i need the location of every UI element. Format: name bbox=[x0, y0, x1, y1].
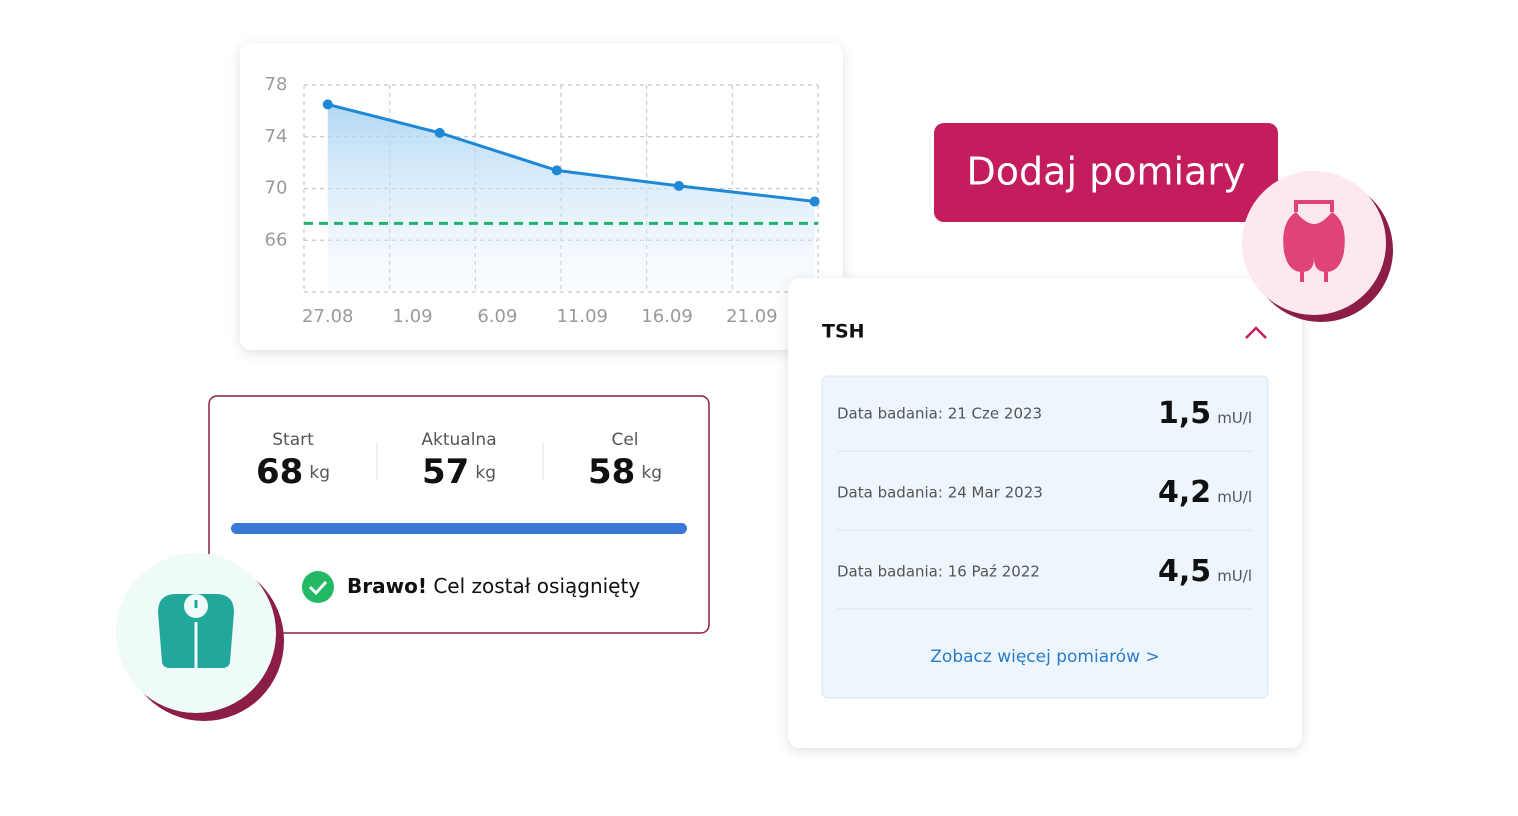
message: Brawo! Cel został osiągnięty bbox=[347, 574, 640, 598]
more-link[interactable]: Zobacz więcej pomiarów > bbox=[930, 647, 1159, 667]
thyroid-icon bbox=[1283, 212, 1345, 272]
stat-unit: kg bbox=[309, 463, 330, 483]
stat-label: Start bbox=[272, 430, 314, 450]
x-tick-label: 1.09 bbox=[393, 306, 433, 327]
progress-bar bbox=[231, 523, 687, 534]
row-date: Data badania: 16 Paź 2022 bbox=[837, 563, 1040, 581]
message-bold: Brawo! bbox=[347, 574, 427, 598]
stat-value: 57 kg bbox=[422, 452, 496, 492]
tsh-list bbox=[821, 375, 1269, 699]
chart: 78 74 70 66 27.08 1.09 6.09 11.09 16.09 21.09 bbox=[265, 74, 820, 327]
collapse-chevron[interactable] bbox=[1245, 326, 1267, 339]
point bbox=[322, 99, 333, 110]
stat-label: Cel bbox=[611, 430, 638, 450]
thyroid-trachea bbox=[1294, 200, 1334, 282]
add-button-label[interactable]: Dodaj pomiary bbox=[967, 150, 1246, 194]
row-value: 1,5 mU/l bbox=[1158, 396, 1252, 431]
add-button[interactable] bbox=[934, 123, 1278, 222]
stat-unit: kg bbox=[641, 463, 662, 483]
x-tick-label: 11.09 bbox=[556, 306, 608, 327]
check-icon bbox=[302, 571, 334, 603]
x-tick-label: 6.09 bbox=[477, 306, 517, 327]
row-unit: mU/l bbox=[1217, 567, 1252, 585]
point bbox=[434, 127, 445, 138]
row-unit: mU/l bbox=[1217, 488, 1252, 506]
row-value: 4,2 mU/l bbox=[1158, 475, 1252, 510]
weight-card bbox=[208, 395, 710, 634]
row-unit: mU/l bbox=[1217, 409, 1252, 427]
y-tick-label: 74 bbox=[265, 126, 288, 147]
stat-number: 68 bbox=[256, 452, 303, 492]
row-date: Data badania: 21 Cze 2023 bbox=[837, 405, 1042, 423]
stat-unit: kg bbox=[475, 463, 496, 483]
stat-value: 68 kg bbox=[256, 452, 330, 492]
stat-value: 58 kg bbox=[588, 452, 662, 492]
stat-number: 58 bbox=[588, 452, 635, 492]
y-tick-label: 78 bbox=[265, 74, 288, 95]
row-number: 4,5 bbox=[1158, 554, 1211, 589]
x-tick-label: 27.08 bbox=[302, 306, 354, 327]
message-text: Cel został osiągnięty bbox=[433, 574, 640, 598]
row-number: 4,2 bbox=[1158, 475, 1211, 510]
y-tick-label: 66 bbox=[265, 229, 288, 250]
row-date: Data badania: 24 Mar 2023 bbox=[837, 484, 1043, 502]
tsh-title: TSH bbox=[822, 321, 865, 343]
area bbox=[327, 104, 815, 292]
row-value: 4,5 mU/l bbox=[1158, 554, 1252, 589]
tsh-rows: Data badania: 21 Cze 2023 1,5 mU/l Data bad… bbox=[837, 396, 1252, 610]
point bbox=[809, 196, 820, 207]
x-tick-label: 16.09 bbox=[641, 306, 693, 327]
stat-number: 57 bbox=[422, 452, 469, 492]
point bbox=[551, 165, 562, 176]
x-tick-label: 21.09 bbox=[726, 306, 778, 327]
check-mark bbox=[308, 580, 328, 596]
stat-label: Aktualna bbox=[421, 430, 496, 450]
y-tick-label: 70 bbox=[265, 178, 288, 199]
row-number: 1,5 bbox=[1158, 396, 1211, 431]
point bbox=[673, 180, 684, 191]
